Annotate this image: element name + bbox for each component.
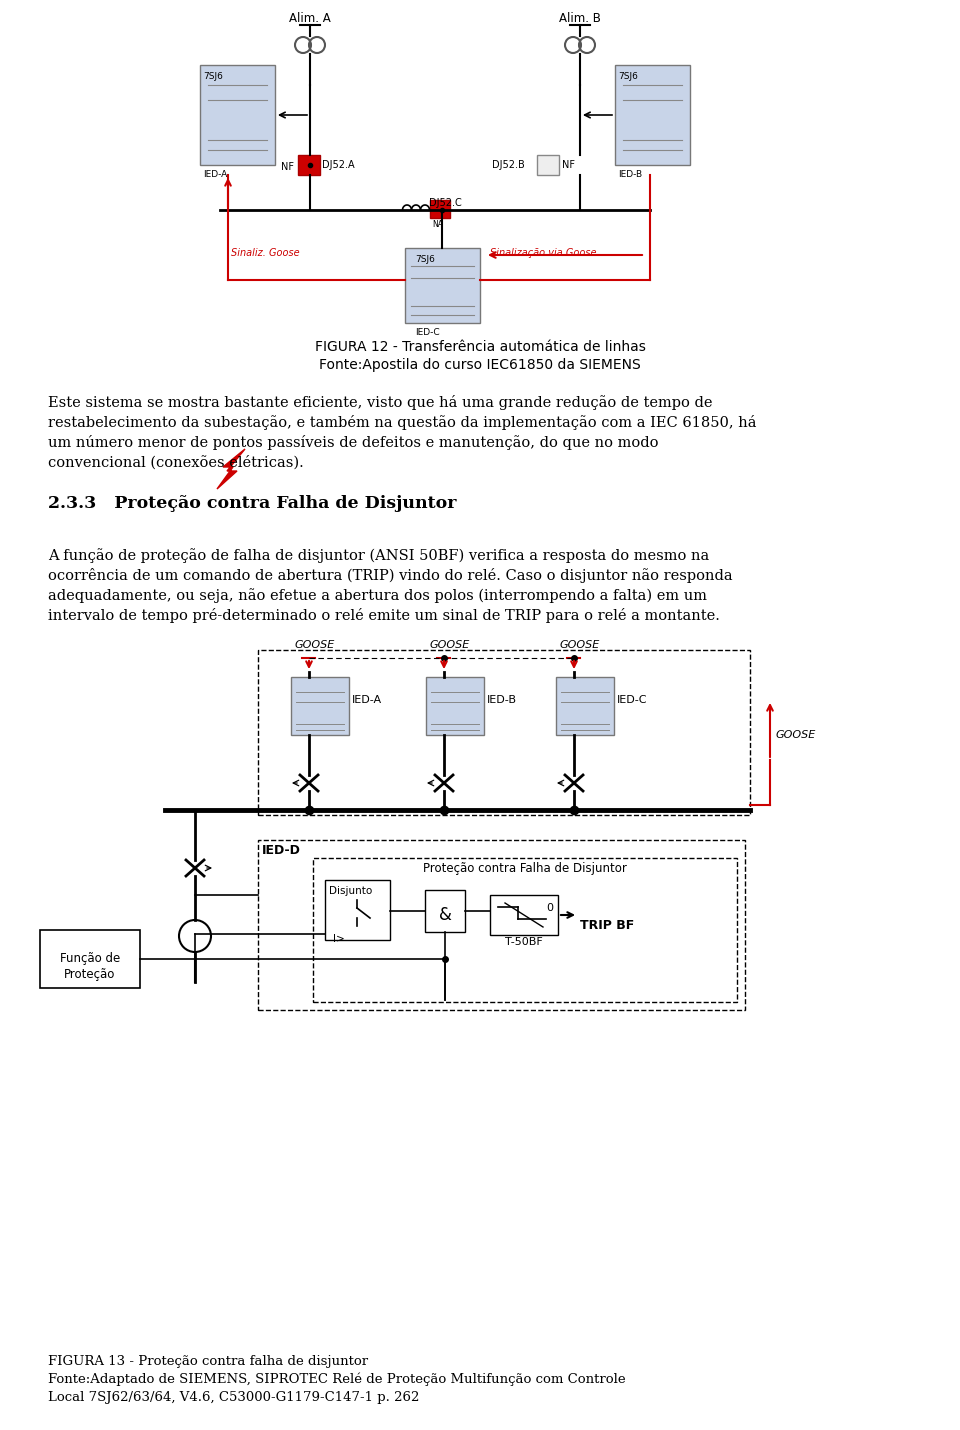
Bar [537,154,559,174]
Text: IED-A: IED-A [352,695,382,705]
Text: convencional (conexões elétricas).: convencional (conexões elétricas). [48,455,303,469]
Text: GOOSE: GOOSE [295,641,335,651]
Text: 0: 0 [546,902,553,912]
Text: DJ52.B: DJ52.B [492,160,525,170]
Bar [200,64,275,164]
Text: adequadamente, ou seja, não efetue a abertura dos polos (interrompendo a falta) : adequadamente, ou seja, não efetue a abe… [48,588,707,603]
Text: T-50BF: T-50BF [505,937,542,947]
Text: um número menor de pontos passíveis de defeitos e manutenção, do que no modo: um número menor de pontos passíveis de d… [48,435,659,450]
Text: Proteção: Proteção [64,968,116,981]
Text: Alim. B: Alim. B [559,11,601,24]
Text: Alim. A: Alim. A [289,11,331,24]
Text: IED-A: IED-A [203,170,228,179]
Text: FIGURA 13 - Proteção contra falha de disjuntor: FIGURA 13 - Proteção contra falha de dis… [48,1356,368,1369]
Text: 7SJ6: 7SJ6 [415,255,435,265]
Text: Proteção contra Falha de Disjuntor: Proteção contra Falha de Disjuntor [423,862,627,875]
Text: IED-B: IED-B [487,695,517,705]
Text: restabelecimento da subestação, e também na questão da implementação com a IEC 6: restabelecimento da subestação, e também… [48,415,756,430]
Text: DJ52.C: DJ52.C [428,197,462,207]
Text: intervalo de tempo pré-determinado o relé emite um sinal de TRIP para o relé a m: intervalo de tempo pré-determinado o rel… [48,608,720,623]
Text: Sinalização via Goose: Sinalização via Goose [490,247,596,257]
Text: NF: NF [281,162,295,172]
Text: Fonte:Adaptado de SIEMENS, SIPROTEC Relé de Proteção Multifunção com Controle: Fonte:Adaptado de SIEMENS, SIPROTEC Relé… [48,1373,626,1387]
Text: Este sistema se mostra bastante eficiente, visto que há uma grande redução de te: Este sistema se mostra bastante eficient… [48,395,712,410]
Text: ocorrência de um comando de abertura (TRIP) vindo do relé. Caso o disjuntor não : ocorrência de um comando de abertura (TR… [48,568,732,583]
Bar [313,858,737,1002]
Text: 2.3.3   Proteção contra Falha de Disjuntor: 2.3.3 Proteção contra Falha de Disjuntor [48,495,457,512]
Text: Função de: Função de [60,952,120,965]
Bar [425,889,465,932]
Text: GOOSE: GOOSE [775,729,815,739]
Text: 7SJ6: 7SJ6 [618,72,637,82]
Text: Local 7SJ62/63/64, V4.6, C53000-G1179-C147-1 p. 262: Local 7SJ62/63/64, V4.6, C53000-G1179-C1… [48,1391,420,1404]
Text: DJ52.A: DJ52.A [322,160,354,170]
Bar [291,676,349,735]
Bar [615,64,690,164]
Bar [325,879,390,940]
Text: GOOSE: GOOSE [430,641,470,651]
Polygon shape [217,449,245,489]
Bar [298,154,320,174]
Bar [405,247,480,323]
Text: IED-D: IED-D [262,844,300,857]
Text: NA: NA [432,220,443,229]
Bar [556,676,614,735]
Text: GOOSE: GOOSE [560,641,600,651]
Bar [426,676,484,735]
Text: IED-B: IED-B [618,170,642,179]
Text: &: & [439,907,451,924]
Text: NF: NF [562,160,575,170]
Text: Disjunto: Disjunto [329,887,372,897]
Bar [40,930,140,988]
Bar [258,839,745,1010]
Text: A função de proteção de falha de disjuntor (ANSI 50BF) verifica a resposta do me: A função de proteção de falha de disjunt… [48,548,709,563]
Text: TRIP BF: TRIP BF [580,919,635,932]
Bar [490,895,558,935]
Bar [430,200,450,217]
Text: IED-C: IED-C [617,695,647,705]
Text: FIGURA 12 - Transferência automática de linhas: FIGURA 12 - Transferência automática de … [315,340,645,355]
Text: 7SJ6: 7SJ6 [203,72,223,82]
Bar [258,651,750,815]
Text: I>: I> [333,934,345,944]
Text: IED-C: IED-C [415,327,440,337]
Text: Sinaliz. Goose: Sinaliz. Goose [231,247,300,257]
Text: Fonte:Apostila do curso IEC61850 da SIEMENS: Fonte:Apostila do curso IEC61850 da SIEM… [319,358,641,372]
